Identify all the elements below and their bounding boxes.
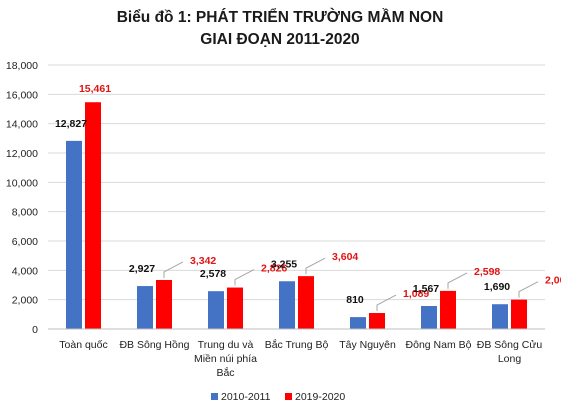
legend-entry: 2019-2020 xyxy=(295,391,345,403)
label-leader-line xyxy=(518,281,539,298)
category-labels: Toàn quốc ĐB Sông Hồng Trung du và Miền núi… xyxy=(59,338,542,379)
bar-2019-2020 xyxy=(369,313,385,329)
y-tick-label: 18,000 xyxy=(6,60,38,72)
data-label: 1,690 xyxy=(484,281,510,293)
category-label: Đông Nam Bộ xyxy=(406,339,472,351)
category-label: ĐB Sông Hồng xyxy=(119,339,189,351)
legend-swatch xyxy=(285,393,292,400)
data-label: 12,827 xyxy=(55,118,87,130)
bar-2019-2020 xyxy=(440,290,456,329)
data-label: 2,598 xyxy=(474,266,500,278)
bar-2010-2011 xyxy=(137,286,153,329)
y-axis-ticks: 0 2,000 4,000 6,000 8,000 10,000 12,000 14,000 1… xyxy=(6,60,38,336)
chart-title: Biểu đồ 1: PHÁT TRIỂN TRƯỜNG MẦM NON GIAI… xyxy=(117,8,444,48)
label-leader-line xyxy=(305,257,326,275)
bar-2010-2011 xyxy=(421,306,437,329)
bar-2010-2011 xyxy=(492,304,508,329)
y-tick-label: 10,000 xyxy=(6,177,38,189)
bar-2019-2020 xyxy=(85,102,101,329)
label-leader-line xyxy=(376,294,397,312)
category-label: Trung du và Miền núi phía Bắc xyxy=(194,339,257,379)
y-tick-label: 12,000 xyxy=(6,148,38,160)
data-label: 810 xyxy=(346,294,364,306)
gridlines xyxy=(48,64,545,301)
y-tick-label: 4,000 xyxy=(12,265,38,277)
data-label: 2,578 xyxy=(200,268,226,280)
bar-2010-2011 xyxy=(208,291,224,329)
chart-title-line: Biểu đồ 1: PHÁT TRIỂN TRƯỜNG MẦM NON xyxy=(117,8,444,26)
legend-entry: 2010-2011 xyxy=(221,391,271,403)
bar-2010-2011 xyxy=(350,317,366,329)
data-label: 2,927 xyxy=(129,263,155,275)
bars xyxy=(66,102,527,329)
bar-2019-2020 xyxy=(227,287,243,329)
legend: 2010-2011 2019-2020 xyxy=(211,391,345,403)
data-label: 3,255 xyxy=(271,258,297,270)
label-leader-line xyxy=(447,272,468,289)
bar-2010-2011 xyxy=(66,140,82,329)
y-tick-label: 14,000 xyxy=(6,119,38,131)
y-tick-label: 2,000 xyxy=(12,295,38,307)
label-leader-line xyxy=(163,261,184,278)
bar-2010-2011 xyxy=(279,281,295,329)
data-label: 1,567 xyxy=(413,283,439,295)
data-label: 1,089 xyxy=(403,288,429,300)
bar-2019-2020 xyxy=(298,276,314,329)
data-label: 2,826 xyxy=(261,263,287,275)
y-tick-label: 0 xyxy=(32,324,38,336)
data-label: 2,002 xyxy=(545,275,561,287)
y-tick-label: 16,000 xyxy=(6,89,38,101)
data-label: 3,604 xyxy=(332,251,358,263)
chart-title-line: GIAI ĐOẠN 2011-2020 xyxy=(200,31,359,48)
category-label: ĐB Sông Cửu Long xyxy=(477,339,543,365)
category-label: Bắc Trung Bộ xyxy=(265,338,329,351)
category-label: Toàn quốc xyxy=(59,339,107,351)
label-leader-line xyxy=(234,269,255,286)
label-leader-lines xyxy=(163,257,539,312)
y-tick-label: 8,000 xyxy=(12,207,38,219)
bar-2019-2020 xyxy=(156,279,172,329)
legend-swatch xyxy=(211,393,218,400)
data-label: 3,342 xyxy=(190,255,216,267)
bar-2019-2020 xyxy=(511,299,527,329)
data-label: 15,461 xyxy=(79,83,111,95)
y-tick-label: 6,000 xyxy=(12,236,38,248)
category-label: Tây Nguyên xyxy=(339,339,396,351)
